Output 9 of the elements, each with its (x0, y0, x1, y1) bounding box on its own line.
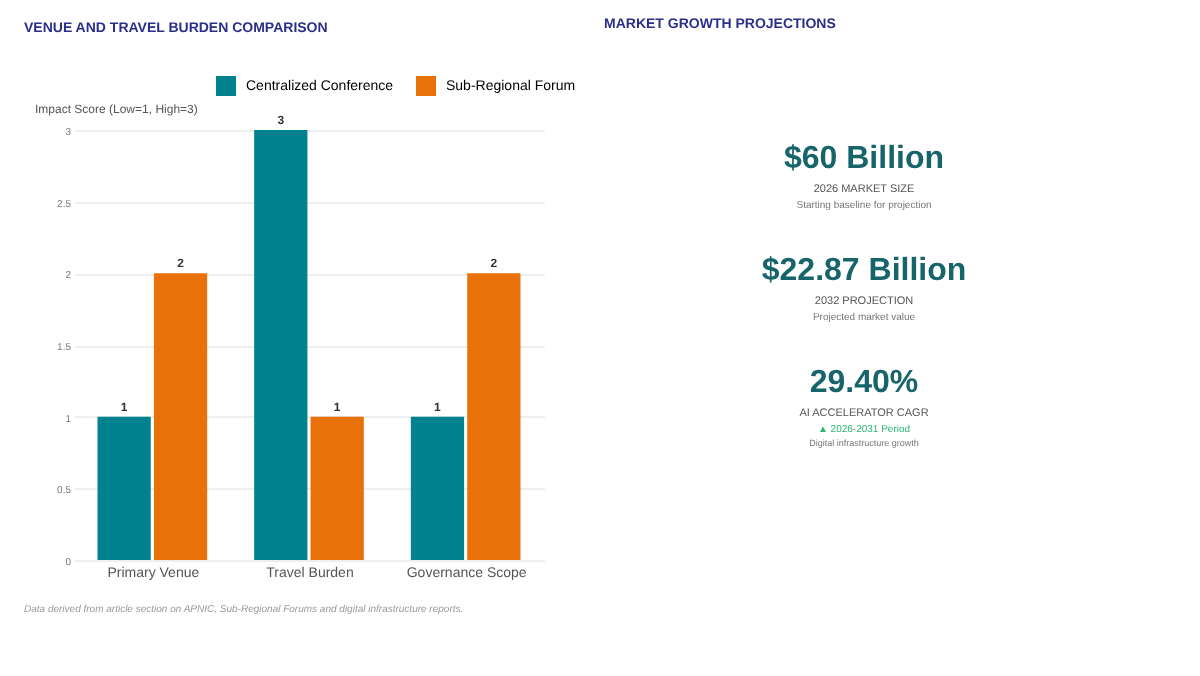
text: $60 Billion (783, 142, 945, 176)
bar (410, 416, 465, 560)
text: 29.40% (809, 366, 919, 400)
bar (153, 273, 208, 560)
bar (97, 416, 151, 560)
text: $22.87 Billion (761, 254, 967, 288)
bar (310, 416, 364, 560)
bar (467, 273, 521, 560)
bar (254, 130, 308, 560)
